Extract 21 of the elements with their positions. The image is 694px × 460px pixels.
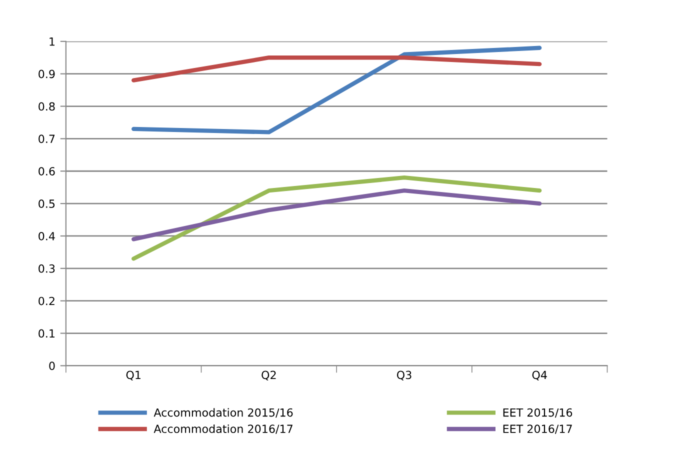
line-series <box>132 46 542 134</box>
y-tick-label: 0.1 <box>38 329 54 338</box>
y-tick-label: 0.8 <box>38 102 55 111</box>
legend-label: EET 2016/17 <box>503 424 572 434</box>
line-series <box>132 188 542 242</box>
legend-label: Accommodation 2015/16 <box>154 408 293 418</box>
y-tick-label: 1 <box>50 38 54 46</box>
x-tick-label: Q1 <box>126 370 140 380</box>
y-tick-label: 0.2 <box>38 296 54 306</box>
x-tick-label: Q2 <box>262 370 276 380</box>
y-tick-label: 0.3 <box>38 264 55 273</box>
legend-label: Accommodation 2016/17 <box>154 424 292 434</box>
y-tick-label: 0.6 <box>38 167 55 176</box>
x-tick-label: Q3 <box>396 370 412 380</box>
legend-label: EET 2015/16 <box>503 408 572 418</box>
y-tick-label: 0.4 <box>38 232 55 240</box>
x-tick-label: Q4 <box>532 370 547 380</box>
y-tick-label: 0 <box>49 362 55 370</box>
y-tick-label: 0.7 <box>38 134 55 144</box>
y-tick-label: 0.5 <box>38 200 55 208</box>
y-tick-label: 0.9 <box>38 70 55 78</box>
